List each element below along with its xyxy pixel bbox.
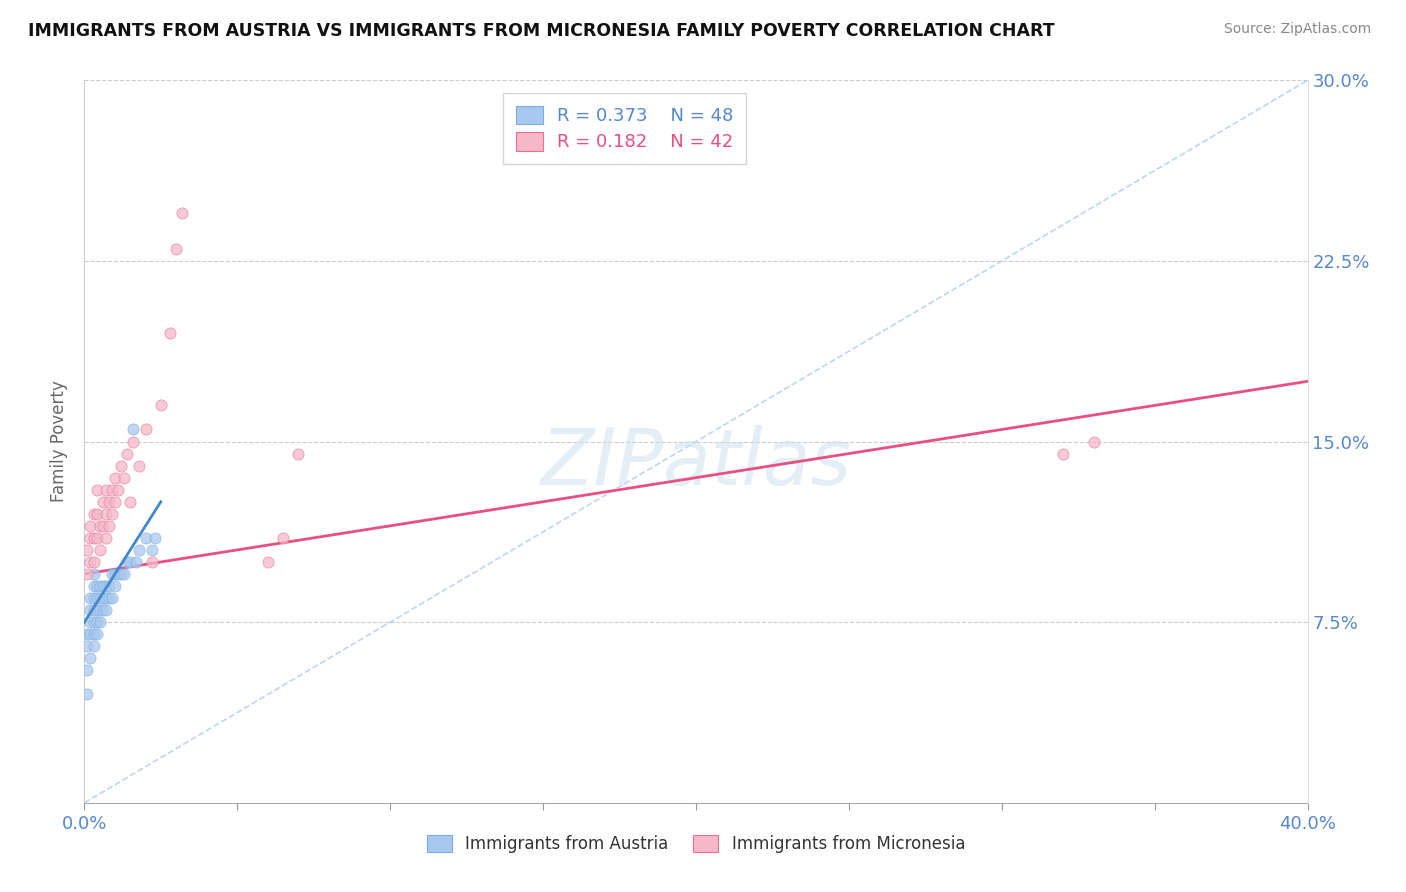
Point xyxy=(120,494,142,508)
Point xyxy=(79,603,101,617)
Point xyxy=(104,567,127,582)
Point xyxy=(91,494,114,508)
Point xyxy=(83,639,105,653)
Point xyxy=(79,627,101,641)
Point xyxy=(97,579,120,593)
Point xyxy=(83,555,105,569)
Point xyxy=(94,507,117,521)
Point xyxy=(112,567,135,582)
Point xyxy=(104,579,127,593)
Point xyxy=(122,434,145,449)
Point xyxy=(149,398,172,412)
Point xyxy=(91,579,114,593)
Point xyxy=(271,531,294,545)
Point xyxy=(115,555,138,569)
Point xyxy=(79,531,101,545)
Point xyxy=(287,446,309,460)
Point xyxy=(89,615,111,630)
Point xyxy=(76,664,98,678)
Point xyxy=(125,555,148,569)
Point xyxy=(79,651,101,665)
Point xyxy=(83,591,105,605)
Point xyxy=(97,518,120,533)
Point xyxy=(110,567,132,582)
Point xyxy=(76,639,98,653)
Point xyxy=(86,627,108,641)
Point xyxy=(89,542,111,557)
Point xyxy=(101,507,124,521)
Point xyxy=(159,326,181,340)
Point xyxy=(97,494,120,508)
Point xyxy=(115,446,138,460)
Point xyxy=(128,542,150,557)
Point xyxy=(1083,434,1105,449)
Point xyxy=(141,555,163,569)
Point xyxy=(83,567,105,582)
Point xyxy=(101,591,124,605)
Point xyxy=(86,483,108,497)
Point xyxy=(91,603,114,617)
Text: ZIPatlas: ZIPatlas xyxy=(540,425,852,501)
Point xyxy=(94,531,117,545)
Point xyxy=(86,579,108,593)
Point xyxy=(79,555,101,569)
Point xyxy=(94,483,117,497)
Point xyxy=(76,542,98,557)
Point xyxy=(104,494,127,508)
Point xyxy=(165,242,187,256)
Point xyxy=(107,567,129,582)
Point xyxy=(83,531,105,545)
Point xyxy=(91,591,114,605)
Point xyxy=(86,603,108,617)
Point xyxy=(86,531,108,545)
Point xyxy=(91,518,114,533)
Point xyxy=(83,579,105,593)
Point xyxy=(89,603,111,617)
Point xyxy=(257,555,280,569)
Point xyxy=(1052,446,1074,460)
Point xyxy=(101,483,124,497)
Point xyxy=(83,615,105,630)
Point xyxy=(76,687,98,701)
Text: IMMIGRANTS FROM AUSTRIA VS IMMIGRANTS FROM MICRONESIA FAMILY POVERTY CORRELATION: IMMIGRANTS FROM AUSTRIA VS IMMIGRANTS FR… xyxy=(28,22,1054,40)
Point xyxy=(79,518,101,533)
Point xyxy=(86,615,108,630)
Point xyxy=(104,470,127,484)
Point xyxy=(107,483,129,497)
Point xyxy=(94,591,117,605)
Point xyxy=(89,579,111,593)
Point xyxy=(110,458,132,473)
Point xyxy=(101,567,124,582)
Point xyxy=(97,591,120,605)
Point xyxy=(128,458,150,473)
Point xyxy=(143,531,166,545)
Point xyxy=(94,603,117,617)
Point xyxy=(89,591,111,605)
Point xyxy=(83,603,105,617)
Y-axis label: Family Poverty: Family Poverty xyxy=(51,381,69,502)
Point xyxy=(86,507,108,521)
Point xyxy=(79,615,101,630)
Point xyxy=(141,542,163,557)
Point xyxy=(83,507,105,521)
Point xyxy=(76,627,98,641)
Point xyxy=(94,579,117,593)
Point xyxy=(83,627,105,641)
Point xyxy=(76,567,98,582)
Point xyxy=(135,531,157,545)
Point xyxy=(135,422,157,436)
Point xyxy=(172,205,194,219)
Point xyxy=(79,591,101,605)
Point xyxy=(122,422,145,436)
Legend: Immigrants from Austria, Immigrants from Micronesia: Immigrants from Austria, Immigrants from… xyxy=(420,828,972,860)
Point xyxy=(89,518,111,533)
Text: Source: ZipAtlas.com: Source: ZipAtlas.com xyxy=(1223,22,1371,37)
Point xyxy=(112,470,135,484)
Point xyxy=(86,591,108,605)
Point xyxy=(120,555,142,569)
